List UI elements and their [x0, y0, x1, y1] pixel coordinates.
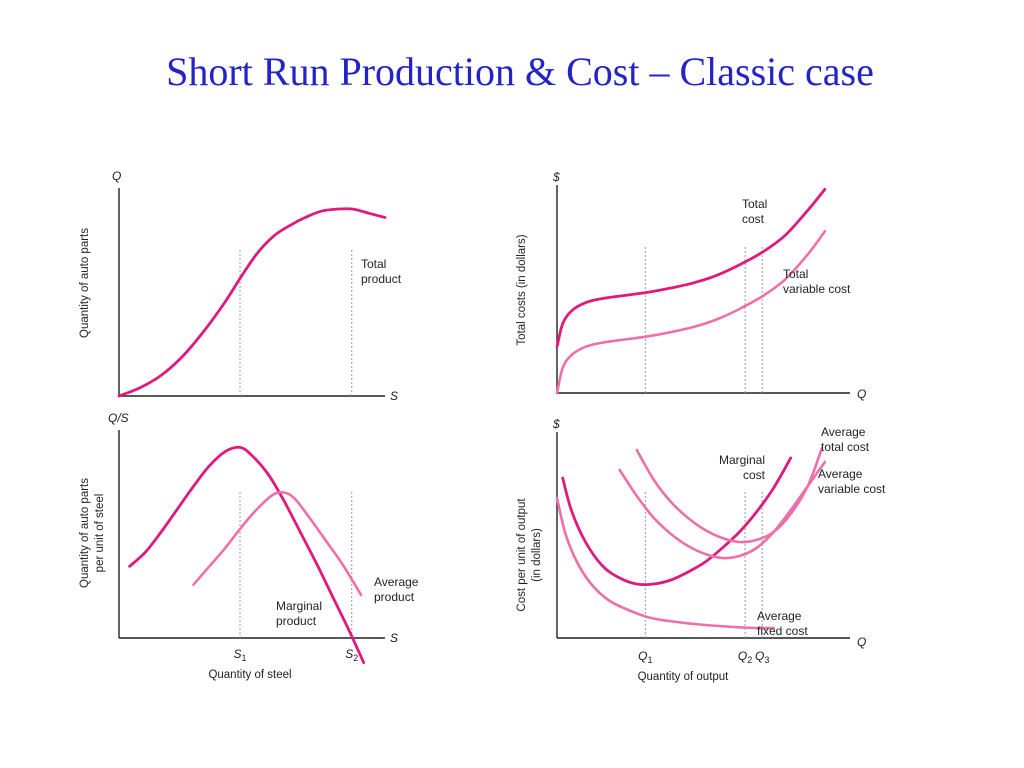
x-tick-label: Q3: [755, 649, 769, 665]
y-axis-label-line: (in dollars): [531, 528, 543, 582]
series-average-fixed-cost: [555, 496, 775, 630]
x-tick-label: Q2: [738, 649, 752, 665]
x-axis-symbol: S: [390, 631, 398, 645]
series-label-average-fixed-cost: Average fixed cost: [757, 609, 808, 638]
series-label-average-variable-cost: Average variable cost: [818, 467, 886, 496]
series-label-average-product: Average product: [374, 575, 419, 604]
series-label-marginal-cost: Marginal cost: [719, 453, 766, 482]
x-axis-symbol: Q: [857, 635, 866, 649]
y-axis-symbol: $: [552, 417, 560, 431]
x-tick-label: S1: [234, 647, 247, 663]
series-label-total-variable-cost: Total variable cost: [783, 267, 851, 296]
x-tick-label: Q1: [638, 649, 652, 665]
chart-bottom-left: Q/S S Quantity of auto parts per unit of st…: [79, 411, 419, 681]
x-axis-label: Quantity of steel: [208, 669, 291, 681]
y-axis-symbol: Q: [112, 169, 121, 183]
series-label-total-product: Total product: [361, 257, 402, 286]
series-marginal-cost: [561, 456, 793, 587]
x-tick-label: S2: [345, 647, 358, 663]
y-axis-label-line: Cost per unit of output: [516, 498, 528, 612]
x-axis-symbol: S: [390, 389, 398, 403]
x-axis-label: Quantity of output: [638, 671, 730, 683]
series-average-total-cost: [635, 446, 824, 544]
series-label-average-total-cost: Average total cost: [821, 425, 870, 454]
chart-top-right: $ Q Total costs (in dollars) Total cost Total…: [516, 170, 866, 401]
page-title: Short Run Production & Cost – Classic ca…: [166, 49, 874, 94]
series-average-product: [192, 490, 363, 597]
y-axis-label-line: Quantity of auto parts: [79, 478, 91, 588]
chart-bottom-right: $ Q Cost per unit of output (in dollars) Qua…: [516, 417, 886, 683]
x-axis-symbol: Q: [857, 387, 866, 401]
series-total-cost: [555, 187, 827, 349]
series-label-marginal-product: Marginal product: [276, 599, 322, 628]
chart-top-left: Q S Quantity of auto parts Total product: [79, 169, 402, 403]
series-label-total-cost: Total cost: [742, 197, 767, 226]
y-axis-label: Total costs (in dollars): [516, 234, 528, 345]
y-axis-label: Quantity of auto parts: [79, 228, 91, 338]
series-marginal-product: [128, 445, 366, 664]
y-axis-symbol: Q/S: [108, 411, 129, 425]
y-axis-symbol: $: [552, 170, 560, 184]
y-axis-label-line: per unit of steel: [94, 494, 106, 573]
series-average-variable-cost: [618, 460, 827, 560]
series-total-product: [117, 207, 387, 398]
series-total-variable-cost: [555, 230, 827, 395]
